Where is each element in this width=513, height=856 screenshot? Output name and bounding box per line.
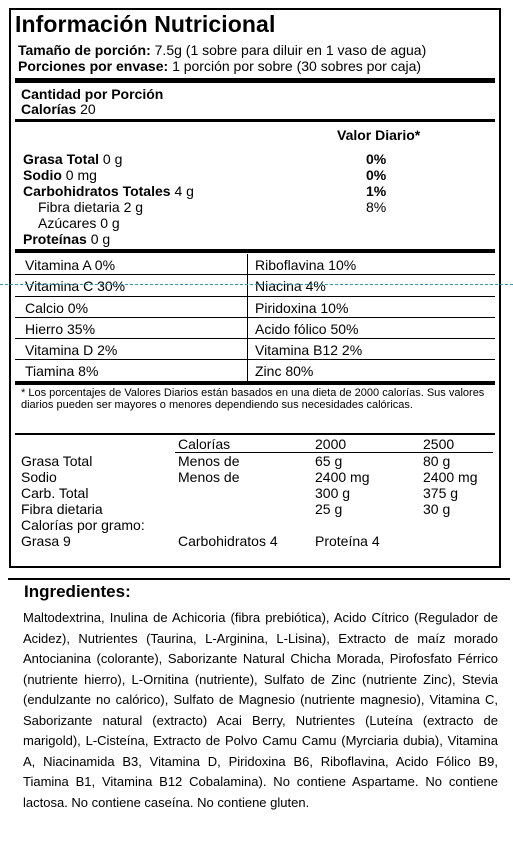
nutrient-label: Grasa Total [23, 151, 99, 167]
vitamin-item: Vitamina D 2% [25, 342, 118, 358]
thick-divider [15, 381, 495, 385]
reference-header-2000: 2000 [315, 436, 347, 452]
nutrient-row: Fibra dietaria 2 g [38, 199, 143, 215]
reference-header-calories: Calorías [178, 436, 231, 452]
reference-cell: 2400 mg [423, 469, 478, 485]
nutrient-dv: 0% [366, 151, 387, 167]
nutrient-dv: 0% [366, 167, 387, 183]
thin-divider [15, 433, 495, 435]
servings-per-label: Porciones por envase: [18, 58, 169, 74]
nutrient-row: Azúcares 0 g [38, 215, 120, 231]
nutrient-row: Grasa Total 0 g [23, 151, 122, 167]
vitamin-item: Vitamina A 0% [25, 257, 116, 273]
nutrient-label: Proteínas [23, 231, 87, 247]
nutrient-label: Sodio [23, 167, 62, 183]
calories-value: 20 [80, 101, 96, 117]
reference-cell: Grasa Total [21, 453, 93, 469]
reference-cell: Sodio [21, 469, 57, 485]
ingredients-section: Ingredientes: Maltodextrina, Inulina de … [8, 578, 510, 854]
nutrient-value: 0 mg [65, 167, 97, 183]
row-divider [15, 359, 495, 360]
reference-cell: Fibra dietaria [21, 501, 103, 517]
nutrient-label: Fibra dietaria [38, 199, 120, 215]
vitamin-item: Vitamina B12 2% [255, 342, 363, 358]
per-gram-item: Carbohidratos 4 [178, 533, 278, 549]
per-gram-label: Calorías por gramo: [21, 517, 145, 533]
reference-cell: 80 g [423, 453, 451, 469]
nutrient-value: 0 g [100, 215, 120, 231]
medium-divider [15, 119, 495, 122]
serving-size-line: Tamaño de porción: 7.5g (1 sobre para di… [18, 42, 426, 58]
reference-header-2500: 2500 [423, 436, 455, 452]
reference-cell: Carb. Total [21, 485, 89, 501]
nutrient-row: Sodio 0 mg [23, 167, 97, 183]
ingredients-title: Ingredientes: [24, 582, 131, 601]
vitamin-item: Calcio 0% [25, 300, 89, 316]
per-gram-item: Grasa 9 [21, 533, 71, 549]
per-gram-item: Proteína 4 [315, 533, 380, 549]
vitamin-item: Vitamina C 30% [25, 278, 126, 294]
nutrient-label: Azúcares [38, 215, 97, 231]
serving-size-value: 7.5g (1 sobre para diluir en 1 vaso de a… [154, 42, 427, 58]
nutrient-value: 0 g [102, 151, 123, 167]
reference-cell: 375 g [423, 485, 459, 501]
daily-value-header: Valor Diario* [337, 127, 421, 143]
vitamin-column-divider [247, 254, 248, 381]
reference-cell: 300 g [315, 485, 351, 501]
vitamin-item: Riboflavina 10% [255, 257, 357, 273]
thick-divider [15, 249, 495, 253]
nutrition-facts-panel: Información Nutricional Tamaño de porció… [9, 8, 501, 568]
servings-per-value: 1 porción por sobre (30 sobres por caja) [172, 58, 422, 74]
panel-title: Información Nutricional [15, 11, 276, 37]
nutrient-label: Carbohidratos Totales [23, 183, 171, 199]
nutrient-value: 2 g [123, 199, 144, 215]
amount-header: Cantidad por Porción [21, 86, 164, 102]
footnote: * Los porcentajes de Valores Diarios est… [21, 387, 485, 411]
row-divider [15, 296, 495, 297]
nutrient-dv: 8% [366, 199, 387, 215]
calories-line: Calorías 20 [21, 101, 96, 117]
vitamin-item: Tiamina 8% [25, 363, 99, 379]
nutrient-row: Proteínas 0 g [23, 231, 110, 247]
reference-cell: 65 g [315, 453, 343, 469]
thick-divider [15, 78, 495, 83]
row-divider [15, 317, 495, 318]
vitamin-item: Piridoxina 10% [255, 300, 349, 316]
nutrient-value: 4 g [174, 183, 194, 199]
row-divider [15, 338, 495, 339]
vitamin-item: Hierro 35% [25, 321, 96, 337]
nutrient-dv: 1% [366, 183, 387, 199]
serving-size-label: Tamaño de porción: [18, 42, 151, 58]
vitamin-item: Zinc 80% [255, 363, 314, 379]
nutrient-value: 0 g [90, 231, 111, 247]
reference-header-divider [175, 452, 493, 453]
reference-cell: 30 g [423, 501, 451, 517]
reference-cell: 25 g [315, 501, 343, 517]
row-divider [15, 274, 495, 275]
vitamin-item: Acido fólico 50% [255, 321, 359, 337]
reference-cell: Menos de [178, 469, 240, 485]
nutrient-row: Carbohidratos Totales 4 g [23, 183, 194, 199]
reference-cell: Menos de [178, 453, 240, 469]
vitamin-item: Niacina 4% [255, 278, 326, 294]
reference-cell: 2400 mg [315, 469, 370, 485]
servings-per-container-line: Porciones por envase: 1 porción por sobr… [18, 58, 421, 74]
ingredients-text: Maltodextrina, Inulina de Achicoria (fib… [23, 610, 498, 810]
calories-label: Calorías [21, 101, 77, 117]
dashed-guide-line [0, 284, 513, 285]
